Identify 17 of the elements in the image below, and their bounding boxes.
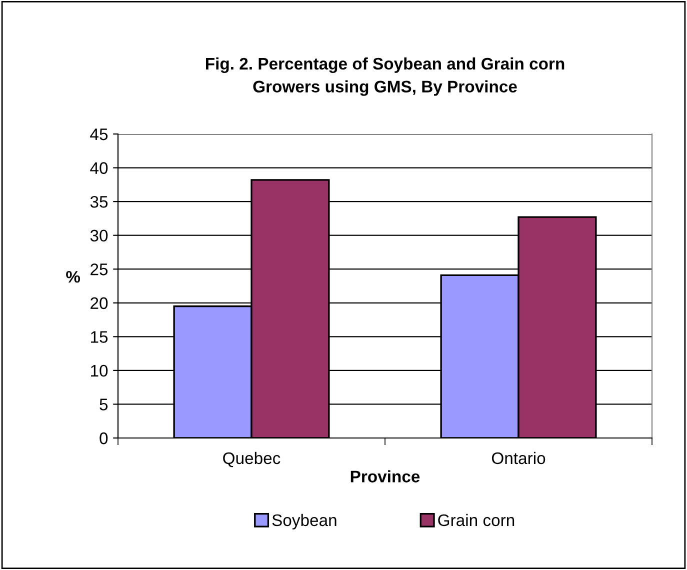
y-tick-label: 35 [90,196,108,208]
y-tick-label: 20 [90,297,108,310]
y-tick-label: 45 [90,128,108,140]
y-tick-label: 30 [90,230,108,242]
y-tick-label: 10 [91,364,108,377]
y-tick-label: 0 [100,432,108,444]
y-tick-label: 25 [90,264,108,276]
legend-label: Soybean [272,514,336,530]
y-tick-label: 5 [100,398,108,410]
x-tick-label: Ontario [492,452,546,464]
legend-label: Grain corn [438,514,514,526]
x-tick-label: Quebec [223,452,280,468]
x-axis-title: Province [350,470,420,482]
chart-title: Fig. 2. Percentage of Soybean and Grain corn Growers using GMS, By Province [206,57,564,96]
y-tick-label: 15 [91,331,108,343]
y-axis-title: % [66,270,80,283]
y-tick-label: 40 [90,162,108,174]
